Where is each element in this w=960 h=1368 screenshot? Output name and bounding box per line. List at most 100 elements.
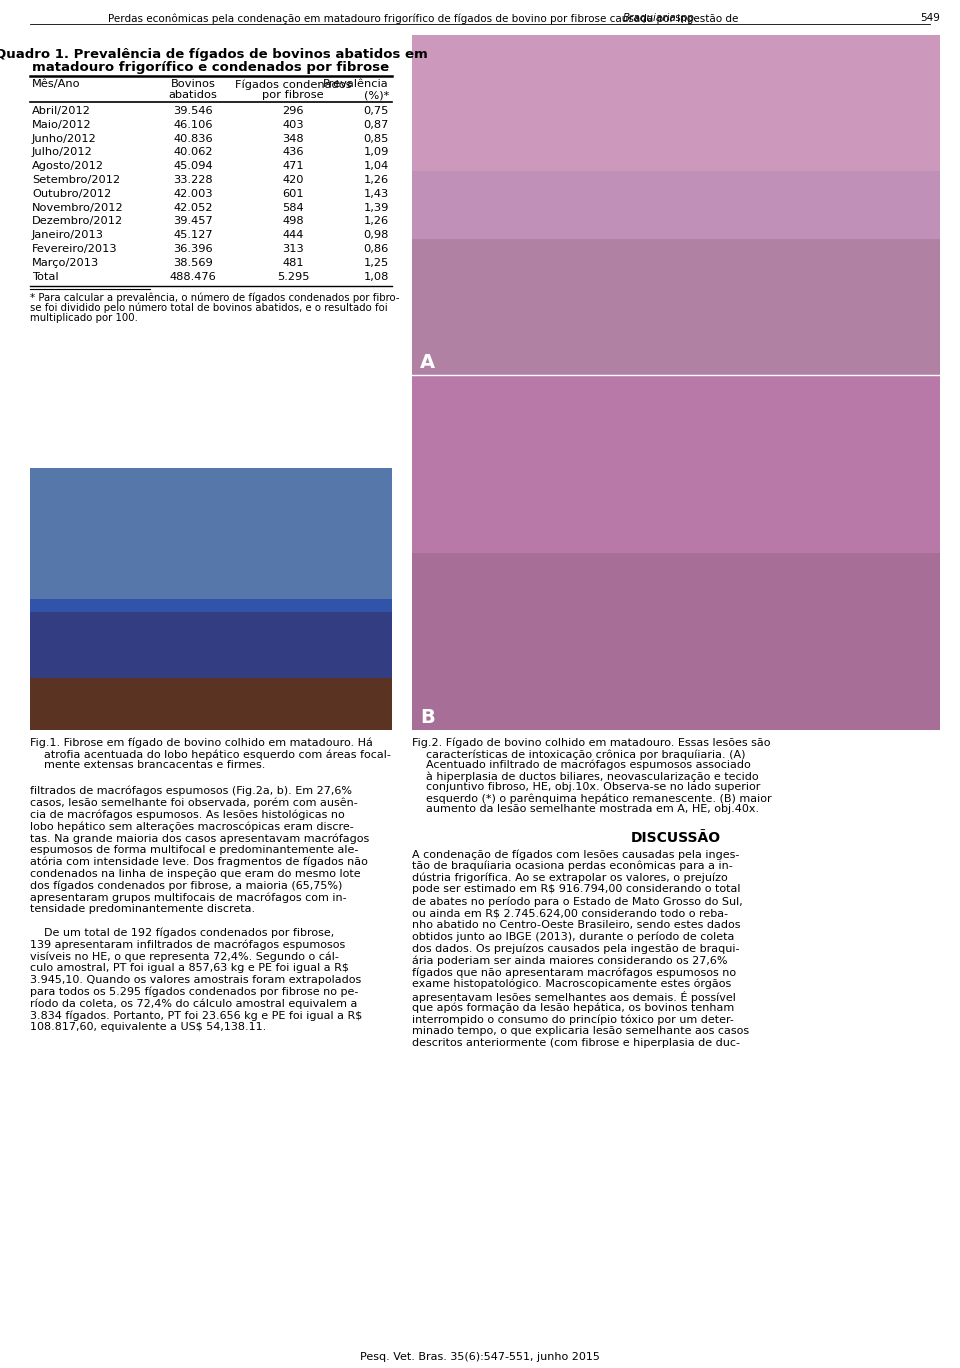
Text: 5.295: 5.295 xyxy=(276,272,309,282)
Text: 45.127: 45.127 xyxy=(173,230,213,241)
Text: se foi dividido pelo número total de bovinos abatidos, e o resultado foi: se foi dividido pelo número total de bov… xyxy=(30,302,388,313)
Text: condenados na linha de inspeção que eram do mesmo lote: condenados na linha de inspeção que eram… xyxy=(30,869,361,878)
Text: Dezembro/2012: Dezembro/2012 xyxy=(32,216,123,226)
Text: De um total de 192 fígados condenados por fibrose,: De um total de 192 fígados condenados po… xyxy=(30,928,334,938)
Text: A: A xyxy=(420,353,435,372)
Text: tas. Na grande maioria dos casos apresentavam macrófagos: tas. Na grande maioria dos casos apresen… xyxy=(30,833,370,844)
Text: A condenação de fígados com lesões causadas pela inges-: A condenação de fígados com lesões causa… xyxy=(412,850,739,859)
Text: Novembro/2012: Novembro/2012 xyxy=(32,202,124,212)
Text: dos fígados condenados por fibrose, a maioria (65,75%): dos fígados condenados por fibrose, a ma… xyxy=(30,881,343,891)
Bar xyxy=(30,611,392,731)
Text: Total: Total xyxy=(32,272,59,282)
Text: 403: 403 xyxy=(282,120,303,130)
Text: 46.106: 46.106 xyxy=(173,120,213,130)
Text: 488.476: 488.476 xyxy=(170,272,216,282)
Bar xyxy=(412,239,940,375)
Text: 0,98: 0,98 xyxy=(364,230,389,241)
Text: matadouro frigorífico e condenados por fibrose: matadouro frigorífico e condenados por f… xyxy=(33,62,390,74)
Text: 436: 436 xyxy=(282,148,303,157)
Text: pode ser estimado em R$ 916.794,00 considerando o total: pode ser estimado em R$ 916.794,00 consi… xyxy=(412,884,740,895)
Text: Maio/2012: Maio/2012 xyxy=(32,120,91,130)
Text: exame histopatológico. Macroscopicamente estes órgãos: exame histopatológico. Macroscopicamente… xyxy=(412,978,732,989)
Text: dos dados. Os prejuízos causados pela ingestão de braqui-: dos dados. Os prejuízos causados pela in… xyxy=(412,944,739,953)
Bar xyxy=(412,553,940,731)
Text: 0,85: 0,85 xyxy=(364,134,389,144)
Text: 3.834 fígados. Portanto, PT foi 23.656 kg e PE foi igual a R$: 3.834 fígados. Portanto, PT foi 23.656 k… xyxy=(30,1010,362,1021)
Text: 0,87: 0,87 xyxy=(364,120,389,130)
Text: 38.569: 38.569 xyxy=(173,257,213,268)
Text: 36.396: 36.396 xyxy=(173,244,213,254)
Text: conjuntivo fibroso, HE, obj.10x. Observa-se no lado superior: conjuntivo fibroso, HE, obj.10x. Observa… xyxy=(412,782,760,792)
Text: Junho/2012: Junho/2012 xyxy=(32,134,97,144)
Text: 549: 549 xyxy=(920,14,940,23)
Bar xyxy=(30,468,392,731)
Text: multiplicado por 100.: multiplicado por 100. xyxy=(30,313,138,323)
Text: Fígados condenados: Fígados condenados xyxy=(234,79,351,89)
Text: ou ainda em R$ 2.745.624,00 considerando todo o reba-: ou ainda em R$ 2.745.624,00 considerando… xyxy=(412,908,728,918)
Text: espumosos de forma multifocal e predominantemente ale-: espumosos de forma multifocal e predomin… xyxy=(30,845,358,855)
Text: 139 apresentaram infiltrados de macrófagos espumosos: 139 apresentaram infiltrados de macrófag… xyxy=(30,940,346,949)
Text: Braquiaria: Braquiaria xyxy=(623,14,677,23)
Text: 108.817,60, equivalente a US$ 54,138.11.: 108.817,60, equivalente a US$ 54,138.11. xyxy=(30,1022,266,1031)
Text: 1,26: 1,26 xyxy=(364,175,389,185)
Text: Pesq. Vet. Bras. 35(6):547-551, junho 2015: Pesq. Vet. Bras. 35(6):547-551, junho 20… xyxy=(360,1352,600,1363)
Text: 42.003: 42.003 xyxy=(173,189,213,198)
Text: 481: 481 xyxy=(282,257,303,268)
Text: Setembro/2012: Setembro/2012 xyxy=(32,175,120,185)
Text: filtrados de macrófagos espumosos (Fig.2a, b). Em 27,6%: filtrados de macrófagos espumosos (Fig.2… xyxy=(30,787,352,796)
Bar xyxy=(30,599,392,677)
Bar xyxy=(412,36,940,171)
Text: 471: 471 xyxy=(282,161,303,171)
Text: à hiperplasia de ductos biliares, neovascularização e tecido: à hiperplasia de ductos biliares, neovas… xyxy=(412,772,758,781)
Text: 45.094: 45.094 xyxy=(173,161,213,171)
Text: apresentavam lesões semelhantes aos demais. É possível: apresentavam lesões semelhantes aos dema… xyxy=(412,990,736,1003)
Text: Quadro 1. Prevalência de fígados de bovinos abatidos em: Quadro 1. Prevalência de fígados de bovi… xyxy=(0,48,427,62)
Text: 1,09: 1,09 xyxy=(364,148,389,157)
Text: 444: 444 xyxy=(282,230,303,241)
Text: Prevalência: Prevalência xyxy=(324,79,389,89)
Text: para todos os 5.295 fígados condenados por fibrose no pe-: para todos os 5.295 fígados condenados p… xyxy=(30,986,358,997)
Text: ríodo da coleta, os 72,4% do cálculo amostral equivalem a: ríodo da coleta, os 72,4% do cálculo amo… xyxy=(30,999,357,1010)
Text: 42.052: 42.052 xyxy=(173,202,213,212)
Text: 1,08: 1,08 xyxy=(364,272,389,282)
Bar xyxy=(412,375,940,731)
Text: Janeiro/2013: Janeiro/2013 xyxy=(32,230,104,241)
Bar xyxy=(412,36,940,375)
Text: 0,75: 0,75 xyxy=(364,105,389,116)
Text: Fevereiro/2013: Fevereiro/2013 xyxy=(32,244,118,254)
Text: Outubro/2012: Outubro/2012 xyxy=(32,189,111,198)
Text: lobo hepático sem alterações macroscópicas eram discre-: lobo hepático sem alterações macroscópic… xyxy=(30,821,353,832)
Text: spp.: spp. xyxy=(672,14,697,23)
Text: por fibrose: por fibrose xyxy=(262,90,324,100)
Text: esquerdo (*) o parênquima hepático remanescente. (B) maior: esquerdo (*) o parênquima hepático reman… xyxy=(412,793,772,803)
Text: * Para calcular a prevalência, o número de fígados condenados por fibro-: * Para calcular a prevalência, o número … xyxy=(30,293,399,302)
Text: 296: 296 xyxy=(282,105,303,116)
Text: 40.836: 40.836 xyxy=(173,134,213,144)
Text: tão de braquíiaria ocasiona perdas econômicas para a in-: tão de braquíiaria ocasiona perdas econô… xyxy=(412,860,732,871)
Text: Abril/2012: Abril/2012 xyxy=(32,105,91,116)
Text: Acentuado infiltrado de macrófagos espumosos associado: Acentuado infiltrado de macrófagos espum… xyxy=(412,761,751,770)
Text: Fig.1. Fibrose em fígado de bovino colhido em matadouro. Há: Fig.1. Fibrose em fígado de bovino colhi… xyxy=(30,737,372,748)
Text: de abates no período para o Estado de Mato Grosso do Sul,: de abates no período para o Estado de Ma… xyxy=(412,896,743,907)
Text: 40.062: 40.062 xyxy=(173,148,213,157)
Text: Agosto/2012: Agosto/2012 xyxy=(32,161,104,171)
Text: fígados que não apresentaram macrófagos espumosos no: fígados que não apresentaram macrófagos … xyxy=(412,967,736,978)
Text: culo amostral, PT foi igual a 857,63 kg e PE foi igual a R$: culo amostral, PT foi igual a 857,63 kg … xyxy=(30,963,348,973)
Text: casos, lesão semelhante foi observada, porém com ausên-: casos, lesão semelhante foi observada, p… xyxy=(30,798,358,808)
Text: ária poderiam ser ainda maiores considerando os 27,6%: ária poderiam ser ainda maiores consider… xyxy=(412,955,728,966)
Text: 3.945,10. Quando os valores amostrais foram extrapolados: 3.945,10. Quando os valores amostrais fo… xyxy=(30,975,361,985)
Text: características de intoxicação crônica por braquíiaria. (A): características de intoxicação crônica p… xyxy=(412,750,746,759)
Text: DISCUSSÃO: DISCUSSÃO xyxy=(631,830,721,845)
Text: 1,25: 1,25 xyxy=(364,257,389,268)
Text: 33.228: 33.228 xyxy=(173,175,213,185)
Text: 420: 420 xyxy=(282,175,303,185)
Text: apresentaram grupos multifocais de macrófagos com in-: apresentaram grupos multifocais de macró… xyxy=(30,892,347,903)
Text: Mês/Ano: Mês/Ano xyxy=(32,79,81,89)
Text: cia de macrófagos espumosos. As lesões histológicas no: cia de macrófagos espumosos. As lesões h… xyxy=(30,810,345,819)
Text: 39.457: 39.457 xyxy=(173,216,213,226)
Text: B: B xyxy=(420,709,435,726)
Text: Fig.2. Fígado de bovino colhido em matadouro. Essas lesões são: Fig.2. Fígado de bovino colhido em matad… xyxy=(412,737,771,748)
Text: (%)*: (%)* xyxy=(364,90,389,100)
Text: interrompido o consumo do princípio tóxico por um deter-: interrompido o consumo do princípio tóxi… xyxy=(412,1014,733,1025)
Text: 1,26: 1,26 xyxy=(364,216,389,226)
